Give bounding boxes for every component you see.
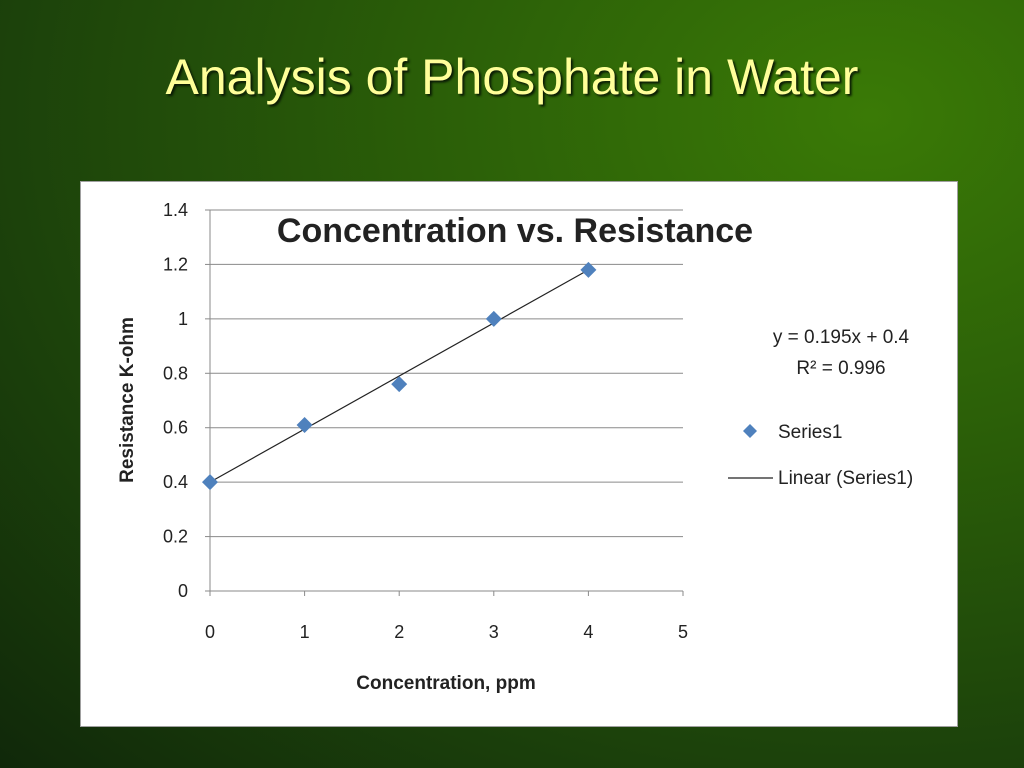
x-axis-title: Concentration, ppm: [356, 673, 535, 694]
scatter-chart: 0 0.2 0.4 0.6 0.8 1 1.2 1.4 0 1 2 3 4 5 Concentration…: [117, 200, 913, 694]
chart-title: Concentration vs. Resistance: [277, 212, 753, 250]
x-tick-label: 1: [300, 622, 310, 642]
gridlines: [210, 209, 683, 538]
data-point: [485, 310, 502, 327]
y-tick-label: 1: [178, 309, 188, 329]
legend: Series1 Linear (Series1): [728, 422, 913, 489]
data-points: [202, 261, 597, 491]
y-tick-label: 0.4: [163, 472, 188, 492]
y-tick-label: 0.6: [163, 418, 188, 438]
tick-labels: 0 0.2 0.4 0.6 0.8 1 1.2 1.4 0 1 2 3 4 5: [163, 200, 688, 642]
y-axis-title: Resistance K-ohm: [117, 317, 138, 483]
legend-label-series1: Series1: [778, 422, 842, 443]
trendline-equation: y = 0.195x + 0.4: [773, 327, 910, 348]
y-tick-label: 0.2: [163, 527, 188, 547]
data-point: [296, 416, 313, 433]
y-tick-label: 1.4: [163, 200, 188, 220]
r-squared-label: R² = 0.996: [796, 358, 885, 379]
y-tick-label: 0.8: [163, 363, 188, 383]
x-tick-label: 0: [205, 622, 215, 642]
data-point: [391, 376, 408, 393]
axes: [209, 210, 683, 592]
x-tick-label: 3: [489, 622, 499, 642]
legend-label-trendline: Linear (Series1): [778, 468, 913, 489]
data-point: [580, 261, 597, 278]
slide-title: Analysis of Phosphate in Water: [165, 49, 859, 105]
trendline: [209, 269, 589, 483]
x-tick-label: 5: [678, 622, 688, 642]
chart-panel: 0 0.2 0.4 0.6 0.8 1 1.2 1.4 0 1 2 3 4 5 Concentration…: [80, 181, 958, 727]
legend-marker-series1: [743, 424, 757, 438]
x-tick-label: 2: [394, 622, 404, 642]
y-tick-label: 0: [178, 581, 188, 601]
x-tick-label: 4: [583, 622, 593, 642]
y-tick-label: 1.2: [163, 254, 188, 274]
trendline-path: [209, 269, 589, 483]
data-point: [202, 474, 218, 491]
